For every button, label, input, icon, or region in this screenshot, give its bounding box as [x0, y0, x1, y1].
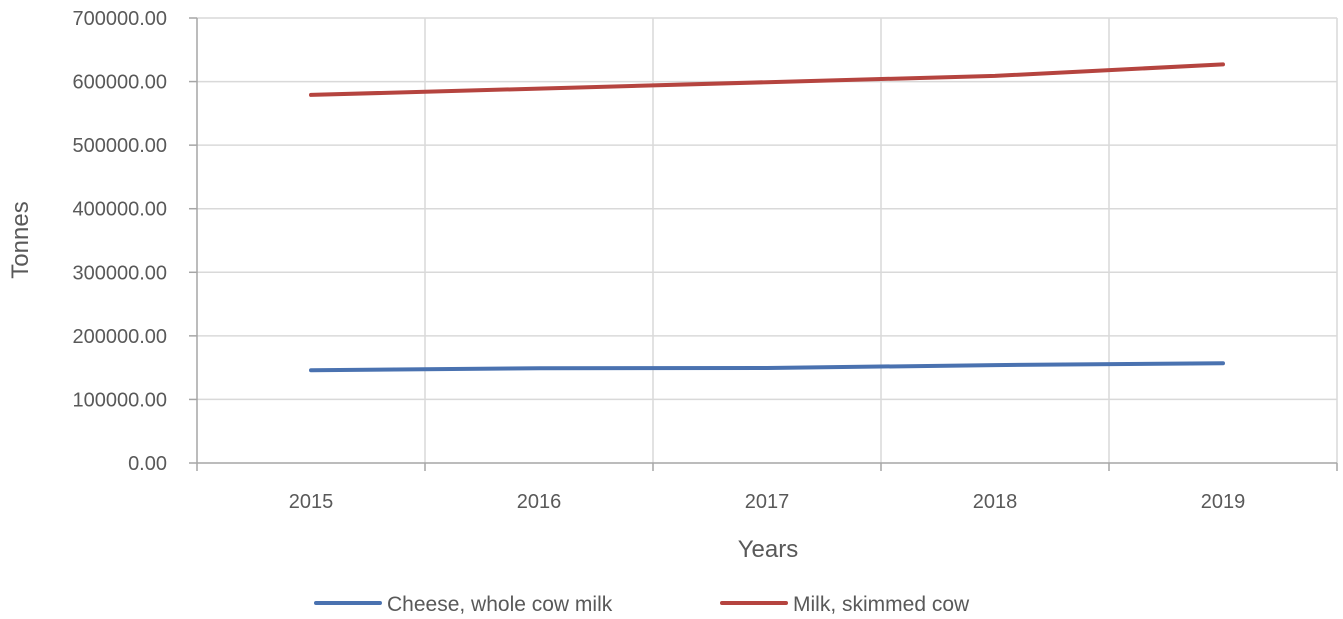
x-tick-label: 2016: [517, 491, 562, 513]
x-tick-label: 2018: [973, 491, 1018, 513]
series-line: [309, 361, 1225, 373]
x-axis-title: Years: [738, 536, 799, 563]
x-tick-labels: 2015 2016 2017 2018 2019: [289, 491, 1246, 513]
x-tick-label: 2019: [1201, 491, 1246, 513]
legend: Cheese, whole cow milk Milk, skimmed cow: [314, 593, 970, 616]
legend-label: Cheese, whole cow milk: [387, 593, 613, 616]
y-tick-label: 700000.00: [72, 8, 167, 30]
x-tick-label: 2017: [745, 491, 790, 513]
legend-label: Milk, skimmed cow: [793, 593, 970, 616]
y-tick-labels: 0.00 100000.00 200000.00 300000.00 400000.00…: [72, 8, 167, 475]
y-tick-label: 200000.00: [72, 326, 167, 348]
y-axis-title: Tonnes: [7, 201, 34, 278]
y-tick-label: 600000.00: [72, 72, 167, 94]
y-tick-label: 300000.00: [72, 262, 167, 284]
series-lines: [309, 62, 1225, 373]
series-line: [309, 62, 1225, 97]
gridlines: [197, 17, 1338, 463]
y-tick-label: 500000.00: [72, 135, 167, 157]
y-tick-label: 400000.00: [72, 199, 167, 221]
y-tick-label: 0.00: [128, 453, 167, 475]
x-tick-label: 2015: [289, 491, 334, 513]
axes: [189, 17, 1338, 471]
y-tick-label: 100000.00: [72, 389, 167, 411]
